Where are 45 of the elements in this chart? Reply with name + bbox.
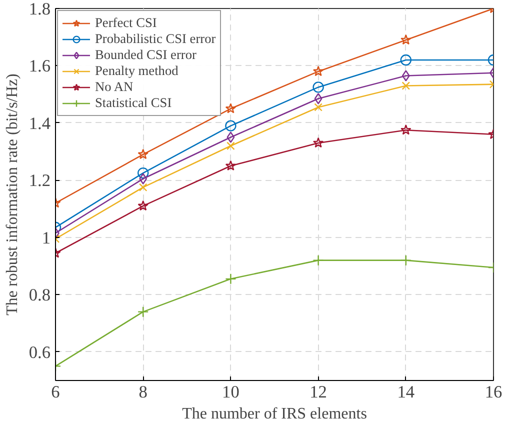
- legend-label: Perfect CSI: [95, 15, 157, 31]
- x-tick-label: 10: [222, 382, 240, 402]
- point: [138, 200, 148, 211]
- point: [314, 93, 322, 104]
- y-tick-label: 1.6: [28, 56, 51, 76]
- x-tick-label: 14: [397, 382, 415, 402]
- point: [400, 124, 412, 135]
- y-tick-label: 1.4: [28, 114, 51, 133]
- point: [312, 254, 324, 266]
- point: [226, 132, 235, 143]
- point: [400, 254, 412, 266]
- x-tick-label: 6: [51, 382, 60, 402]
- y-tick-label: 1: [42, 228, 51, 248]
- point: [138, 183, 148, 192]
- legend-label: No AN: [95, 79, 134, 95]
- point: [225, 103, 236, 114]
- x-axis-title: The number of IRS elements: [182, 406, 367, 422]
- x-tick-label: 8: [138, 382, 148, 402]
- y-tick-label: 0.6: [28, 342, 51, 362]
- legend-label: Statistical CSI: [95, 95, 172, 111]
- y-axis-title: The robust information rate (bit/s/Hz): [4, 74, 21, 316]
- point: [225, 120, 236, 132]
- point: [312, 137, 324, 148]
- x-tick-label: 16: [484, 382, 502, 402]
- y-tick-label: 1.8: [28, 0, 51, 18]
- point: [312, 66, 324, 76]
- legend-label: Probabilistic CSI error: [95, 31, 216, 47]
- point: [400, 34, 412, 45]
- point: [225, 273, 236, 285]
- point: [225, 160, 236, 171]
- point: [138, 148, 148, 160]
- point: [402, 82, 410, 90]
- point: [314, 103, 322, 112]
- y-tick-label: 1.2: [28, 171, 51, 190]
- point: [400, 54, 412, 66]
- point: [139, 173, 148, 184]
- x-tick-label: 12: [310, 382, 327, 402]
- y-tick-label: 0.8: [28, 286, 51, 305]
- legend-label: Bounded CSI error: [95, 47, 196, 63]
- point: [402, 70, 410, 82]
- legend-label: Penalty method: [95, 63, 178, 79]
- point: [138, 167, 149, 179]
- point: [312, 82, 324, 93]
- point: [226, 142, 235, 150]
- point: [138, 306, 149, 318]
